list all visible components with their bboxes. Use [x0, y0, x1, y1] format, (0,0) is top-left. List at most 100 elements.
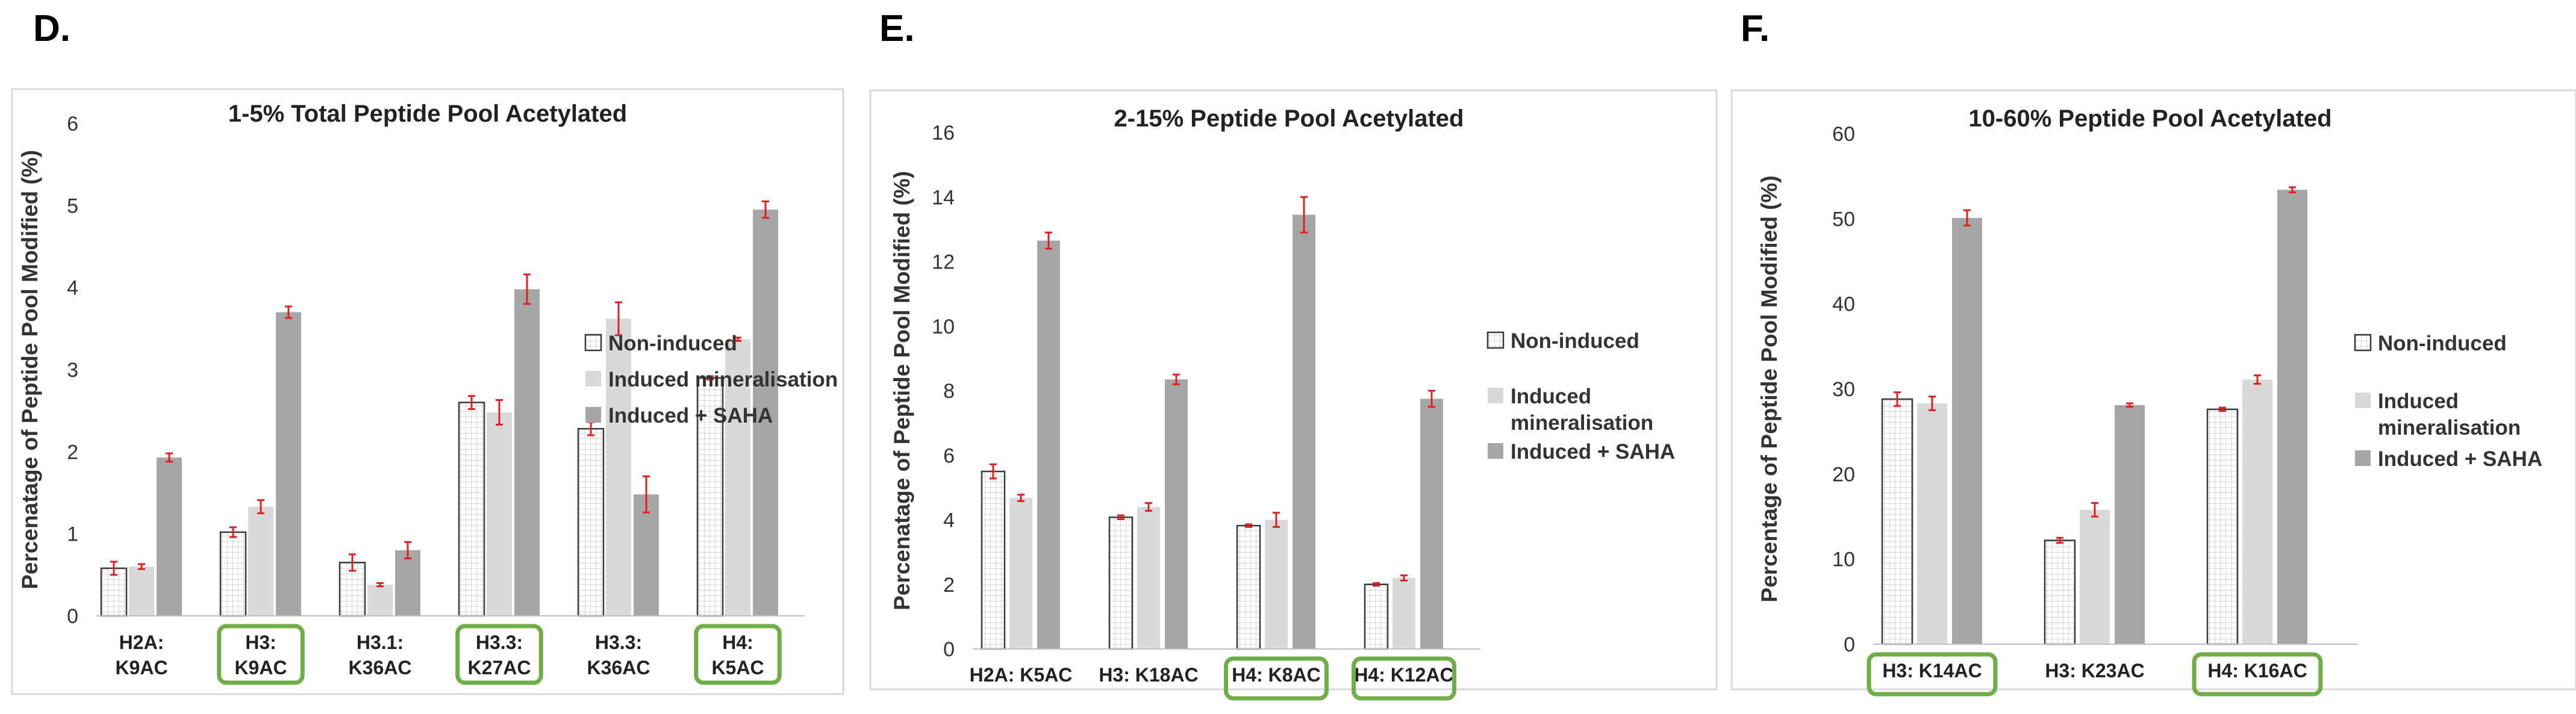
- bar: [458, 402, 485, 617]
- y-tick-label: 20: [1832, 463, 1855, 486]
- x-tick-label: H3: K18AC: [1099, 664, 1198, 686]
- bar: [577, 427, 605, 617]
- y-tick-label: 0: [1844, 633, 1855, 656]
- bar: [1236, 524, 1261, 650]
- legend-swatch: [584, 334, 602, 352]
- bar: [2080, 509, 2110, 644]
- bar: [634, 494, 659, 616]
- x-tick-label: K36AC: [349, 657, 412, 678]
- bar: [487, 412, 512, 616]
- y-axis-title: Percentage of Peptide Pool Modified (%): [1757, 175, 1782, 602]
- highlight-box: [694, 624, 782, 685]
- x-tick-label: H4: K16AC: [2207, 660, 2307, 681]
- x-tick-label: H3.3:: [595, 632, 642, 653]
- legend-label-line: mineralisation: [2378, 416, 2521, 439]
- y-tick-label: 10: [1832, 548, 1855, 571]
- bar: [725, 339, 750, 616]
- y-tick-label: 3: [67, 359, 78, 382]
- chart-title: 2-15% Peptide Pool Acetylated: [1114, 105, 1464, 132]
- bar: [276, 312, 301, 616]
- panel-letter: E.: [879, 8, 915, 49]
- y-axis-title: Percenatage of Peptide Pool Modified (%): [17, 150, 42, 589]
- y-tick-label: 6: [67, 113, 78, 135]
- y-tick-label: 6: [943, 444, 955, 467]
- y-tick-label: 30: [1832, 378, 1855, 401]
- panel-letter: D.: [33, 8, 70, 49]
- x-tick-label: H3.3:: [476, 632, 523, 653]
- x-tick-label: H2A: K5AC: [970, 664, 1073, 686]
- y-tick-label: 60: [1832, 123, 1855, 146]
- bar: [2115, 405, 2145, 644]
- y-tick-label: 1: [67, 523, 78, 546]
- y-tick-label: 16: [932, 122, 955, 144]
- chart-panel-d: D. 1-5% Total Peptide Pool Acetylated 0 1 2 3…: [11, 8, 844, 695]
- highlight-box: [1224, 656, 1329, 701]
- legend-swatch: [2355, 450, 2371, 466]
- y-tick-label: 50: [1832, 208, 1855, 231]
- bar: [1881, 398, 1913, 645]
- x-tick-label: K36AC: [587, 657, 650, 678]
- y-tick-label: 0: [943, 638, 955, 661]
- legend-label-line: Induced: [1511, 385, 1591, 408]
- legend-label: Induced + SAHA: [2378, 447, 2542, 471]
- legend-label: Induced + SAHA: [608, 404, 773, 427]
- chart-frame: [869, 89, 1718, 691]
- bar: [1265, 520, 1288, 649]
- bar: [1165, 379, 1188, 649]
- bar: [606, 318, 631, 616]
- bar: [1392, 578, 1415, 649]
- x-tick-label: H3: K23AC: [2045, 660, 2144, 681]
- x-tick-label: H4: K12AC: [1354, 664, 1453, 686]
- legend-swatch: [1486, 331, 1505, 349]
- bar: [157, 457, 182, 616]
- y-tick-label: 4: [943, 509, 955, 532]
- bar: [395, 550, 420, 616]
- legend-swatch: [2355, 393, 2371, 408]
- legend-label-line: Induced: [2378, 390, 2459, 413]
- y-tick-label: 0: [67, 605, 78, 628]
- highlight-box: [455, 624, 543, 685]
- bar: [219, 531, 247, 617]
- legend-label: Induced mineralisation: [1511, 385, 1653, 435]
- x-tick-label: H4: K8AC: [1232, 664, 1321, 686]
- highlight-box: [1867, 652, 1998, 697]
- bar: [753, 210, 778, 616]
- legend-swatch: [1488, 388, 1503, 403]
- bar: [367, 585, 393, 616]
- y-tick-label: 5: [67, 194, 78, 217]
- bar: [1917, 403, 1947, 644]
- chart-title: 1-5% Total Peptide Pool Acetylated: [228, 101, 627, 127]
- y-tick-label: 12: [932, 251, 955, 274]
- highlight-box: [217, 624, 305, 685]
- bar: [1420, 399, 1443, 649]
- y-tick-label: 10: [932, 315, 955, 338]
- legend-label-line: mineralisation: [1511, 411, 1653, 435]
- legend-label: Non-induced: [2378, 332, 2507, 355]
- chart-frame: [1730, 89, 2576, 691]
- bar: [1364, 583, 1389, 650]
- y-tick-label: 2: [943, 574, 955, 597]
- y-tick-label: 40: [1832, 293, 1855, 316]
- x-tick-label: K27AC: [468, 657, 531, 678]
- highlight-box: [1352, 656, 1456, 701]
- legend-swatch: [585, 371, 601, 386]
- chart-panel-e: E. 2-15% Peptide Pool Acetylated 0 2 4 6 8 10 12…: [869, 8, 1718, 701]
- bar: [2206, 408, 2239, 645]
- x-tick-label: H3.1:: [357, 632, 404, 653]
- legend-label: Induced mineralisation: [2378, 390, 2521, 439]
- chart-title: 10-60% Peptide Pool Acetylated: [1968, 105, 2331, 132]
- x-tick-label: K5AC: [711, 657, 764, 678]
- y-tick-label: 2: [67, 441, 78, 464]
- bar: [1293, 214, 1315, 649]
- bar: [2277, 190, 2307, 644]
- y-tick-label: 14: [932, 186, 955, 209]
- x-tick-label: H4:: [722, 632, 753, 653]
- bar: [1952, 217, 1982, 644]
- bar: [981, 470, 1006, 650]
- chart-panel-f: F. 10-60% Peptide Pool Acetylated 0 10 20 30 4…: [1730, 8, 2576, 697]
- bar: [514, 289, 540, 616]
- bar: [2044, 539, 2076, 645]
- x-tick-label: H3: K14AC: [1882, 660, 1982, 681]
- bar: [2242, 379, 2272, 644]
- legend-label: Induced mineralisation: [608, 368, 838, 391]
